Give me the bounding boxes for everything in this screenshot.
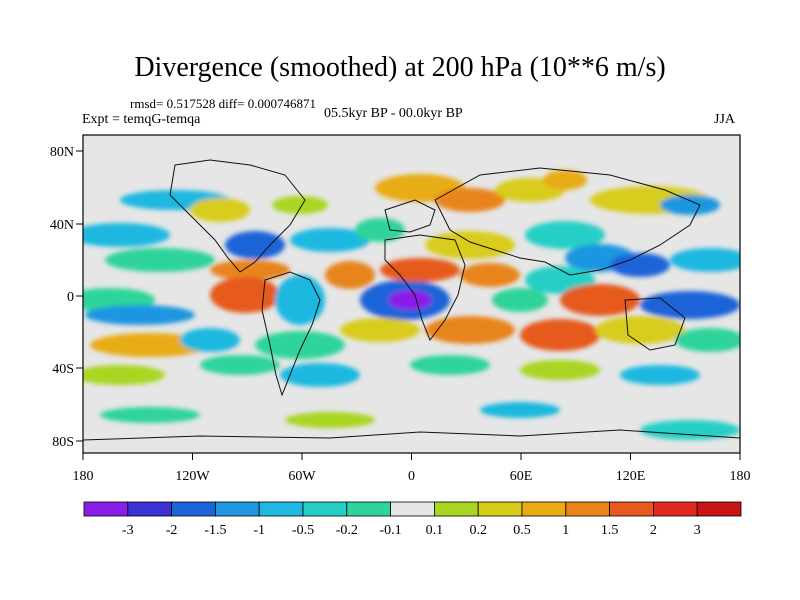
colorbar-label: 3 bbox=[694, 523, 701, 538]
lon-tick-label: 120E bbox=[616, 469, 646, 484]
lon-tick-label: 180 bbox=[73, 469, 94, 484]
colorbar-swatch bbox=[477, 501, 523, 517]
africa-outline bbox=[384, 234, 466, 342]
experiment-label: Expt = temqG-temqa bbox=[82, 112, 201, 127]
colorbar-label: 1 bbox=[562, 523, 569, 538]
lat-tick-label: 80N bbox=[50, 145, 74, 160]
map-title: Divergence (smoothed) at 200 hPa (10**6 … bbox=[134, 52, 666, 83]
lat-tick-marks bbox=[76, 150, 83, 442]
lat-tick-labels: 80N 40N 0 40S 80S bbox=[50, 145, 74, 450]
colorbar-swatch bbox=[696, 501, 742, 517]
colorbar-label: -0.2 bbox=[336, 523, 358, 538]
lat-tick-label: 0 bbox=[67, 290, 74, 305]
colorbar-swatch bbox=[214, 501, 260, 517]
antarctica-outline bbox=[83, 429, 740, 441]
colorbar-label: -0.1 bbox=[380, 523, 402, 538]
colorbar-label: -2 bbox=[166, 523, 178, 538]
south-america-outline bbox=[261, 271, 321, 397]
colorbar-label: 0.5 bbox=[513, 523, 531, 538]
colorbar-swatch bbox=[346, 501, 391, 517]
diff-label: diff= bbox=[218, 96, 245, 111]
lon-tick-label: 60W bbox=[288, 469, 316, 484]
colorbar-label: 0.2 bbox=[469, 523, 487, 538]
colorbar-label: 0.1 bbox=[426, 523, 444, 538]
colorbar bbox=[83, 501, 742, 517]
colorbar-label: 1.5 bbox=[601, 523, 619, 538]
map-plot-area bbox=[83, 135, 740, 453]
north-america-outline bbox=[169, 159, 306, 273]
lon-tick-marks bbox=[82, 453, 741, 460]
colorbar-label: 2 bbox=[650, 523, 657, 538]
lon-tick-label: 0 bbox=[408, 469, 415, 484]
colorbar-swatch bbox=[127, 501, 173, 517]
period-label: 05.5kyr BP - 00.0kyr BP bbox=[324, 106, 463, 121]
rmsd-label: rmsd= bbox=[130, 96, 164, 111]
lat-tick-label: 40S bbox=[52, 362, 74, 377]
colorbar-swatch bbox=[521, 501, 567, 517]
colorbar-swatch bbox=[258, 501, 304, 517]
colorbar-swatch bbox=[653, 501, 698, 517]
asia-outline bbox=[434, 167, 701, 276]
season-label: JJA bbox=[714, 112, 736, 127]
colorbar-swatch bbox=[565, 501, 610, 517]
colorbar-labels: -3 -2 -1.5 -1 -0.5 -0.2 -0.1 0.1 0.2 0.5… bbox=[122, 523, 701, 538]
colorbar-label: -1.5 bbox=[204, 523, 226, 538]
colorbar-swatch bbox=[302, 501, 348, 517]
australia-outline bbox=[624, 297, 686, 351]
colorbar-swatch bbox=[609, 501, 654, 517]
colorbar-label: -3 bbox=[122, 523, 134, 538]
colorbar-swatch bbox=[83, 501, 129, 517]
lon-tick-label: 60E bbox=[510, 469, 533, 484]
europe-outline bbox=[384, 199, 436, 233]
divergence-field bbox=[83, 170, 740, 440]
colorbar-label: -1 bbox=[253, 523, 265, 538]
stats-line: rmsd= 0.517528 diff= 0.000746871 bbox=[130, 96, 316, 112]
colorbar-swatch bbox=[433, 501, 479, 517]
rmsd-value: 0.517528 bbox=[166, 96, 216, 111]
lon-tick-labels: 180 120W 60W 0 60E 120E 180 bbox=[73, 469, 751, 484]
coastlines bbox=[83, 159, 740, 441]
lon-tick-label: 120W bbox=[175, 469, 210, 484]
lon-tick-label: 180 bbox=[730, 469, 751, 484]
diff-value: 0.000746871 bbox=[247, 96, 316, 111]
lat-tick-label: 80S bbox=[52, 435, 74, 450]
colorbar-label: -0.5 bbox=[292, 523, 314, 538]
colorbar-swatch bbox=[171, 501, 216, 517]
colorbar-swatch bbox=[390, 501, 435, 517]
lat-tick-label: 40N bbox=[50, 218, 74, 233]
